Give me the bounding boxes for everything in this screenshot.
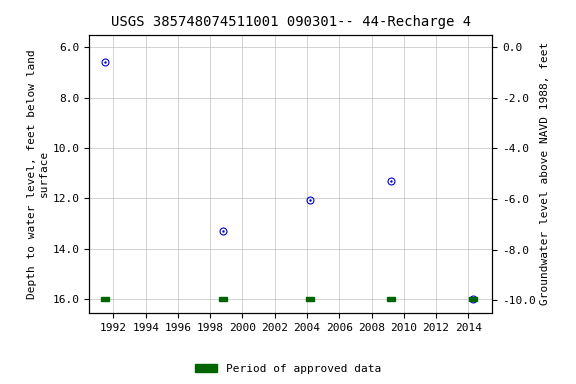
- Bar: [306, 297, 314, 301]
- Bar: [469, 297, 477, 301]
- Y-axis label: Depth to water level, feet below land
surface: Depth to water level, feet below land su…: [27, 49, 48, 299]
- Bar: [219, 297, 227, 301]
- Legend: Period of approved data: Period of approved data: [191, 359, 385, 379]
- Title: USGS 385748074511001 090301-- 44-Recharge 4: USGS 385748074511001 090301-- 44-Recharg…: [111, 15, 471, 29]
- Bar: [387, 297, 395, 301]
- Y-axis label: Groundwater level above NAVD 1988, feet: Groundwater level above NAVD 1988, feet: [540, 42, 550, 305]
- Bar: [101, 297, 109, 301]
